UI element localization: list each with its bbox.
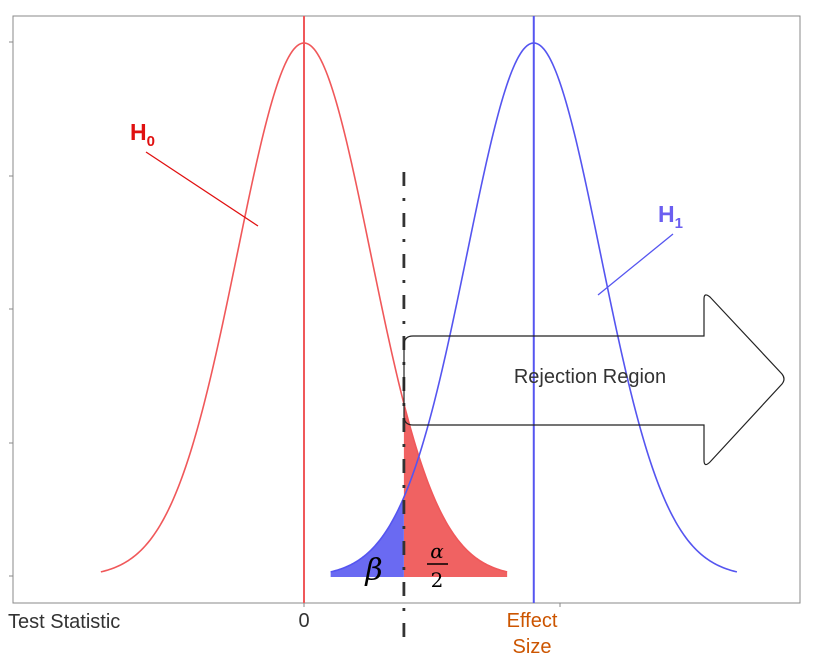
beta-region [330, 497, 404, 577]
h0-label: H0 [130, 119, 155, 150]
beta-symbol: β [364, 553, 382, 588]
h0-curve [100, 42, 508, 573]
effect-size-label-line1: Effect [507, 610, 558, 632]
x-axis-label: Test Statistic [8, 611, 120, 633]
h0-leader-line [145, 151, 259, 227]
h1-label-subscript: 1 [675, 215, 683, 232]
rejection-region-arrow [403, 294, 785, 466]
alpha-numerator: α [430, 539, 444, 563]
h1-leader-line [597, 233, 674, 296]
rejection-region-label: Rejection Region [514, 366, 666, 388]
alpha-region [403, 403, 508, 577]
effect-size-label-line2: Size [513, 636, 552, 658]
y-axis-ticks [9, 41, 13, 577]
x-tick-label-zero: 0 [298, 610, 309, 632]
h1-curve [330, 42, 738, 573]
h0-label-subscript: 0 [147, 133, 155, 150]
alpha-denominator: 2 [431, 568, 444, 592]
h1-label: H1 [658, 201, 683, 232]
